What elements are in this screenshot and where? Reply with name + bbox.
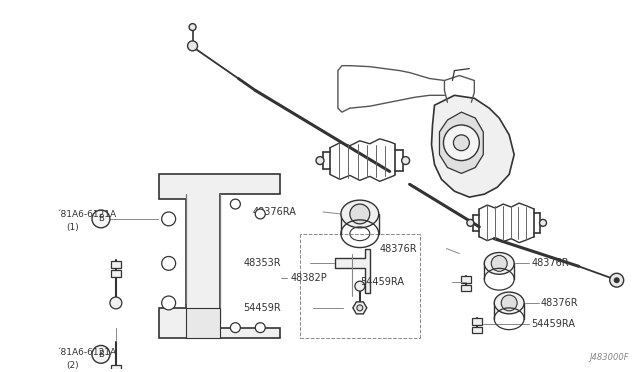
- Circle shape: [501, 295, 517, 311]
- Ellipse shape: [494, 292, 524, 314]
- Text: (1): (1): [66, 223, 79, 232]
- Circle shape: [162, 296, 175, 310]
- Circle shape: [355, 281, 365, 291]
- Circle shape: [189, 24, 196, 31]
- Text: 48376R: 48376R: [380, 244, 417, 254]
- Polygon shape: [186, 308, 220, 337]
- Circle shape: [92, 210, 110, 228]
- Polygon shape: [461, 276, 471, 283]
- Text: 54459RA: 54459RA: [531, 319, 575, 329]
- Circle shape: [614, 277, 620, 283]
- Polygon shape: [440, 112, 483, 173]
- Circle shape: [350, 204, 370, 224]
- Polygon shape: [159, 174, 280, 337]
- Circle shape: [357, 305, 363, 311]
- Polygon shape: [472, 318, 483, 325]
- Text: 54459RA: 54459RA: [360, 277, 404, 287]
- Polygon shape: [111, 365, 121, 372]
- Circle shape: [540, 219, 547, 226]
- Text: ´81A6-6121A: ´81A6-6121A: [56, 348, 116, 357]
- Circle shape: [255, 209, 265, 219]
- Circle shape: [316, 157, 324, 164]
- Circle shape: [492, 256, 507, 271]
- Circle shape: [444, 125, 479, 161]
- Circle shape: [255, 323, 265, 333]
- Text: J483000F: J483000F: [589, 353, 628, 362]
- Polygon shape: [335, 248, 370, 293]
- Ellipse shape: [484, 253, 514, 274]
- Text: ´81A6-6121A: ´81A6-6121A: [56, 211, 116, 219]
- Text: 48376R: 48376R: [531, 259, 569, 269]
- Text: 48382P: 48382P: [290, 273, 327, 283]
- Circle shape: [610, 273, 623, 287]
- Circle shape: [467, 219, 474, 226]
- Circle shape: [112, 371, 120, 372]
- Circle shape: [92, 346, 110, 363]
- Circle shape: [162, 256, 175, 270]
- Text: 48376RA: 48376RA: [252, 207, 296, 217]
- Text: B: B: [98, 350, 104, 359]
- Text: 54459R: 54459R: [243, 303, 281, 313]
- Polygon shape: [472, 327, 483, 333]
- Text: 48376R: 48376R: [541, 298, 579, 308]
- Polygon shape: [111, 270, 121, 277]
- Polygon shape: [111, 262, 121, 268]
- Polygon shape: [431, 95, 514, 197]
- Circle shape: [230, 323, 241, 333]
- Polygon shape: [461, 285, 471, 291]
- Circle shape: [230, 199, 241, 209]
- Circle shape: [162, 212, 175, 226]
- Ellipse shape: [341, 200, 379, 228]
- Text: B: B: [98, 214, 104, 224]
- Circle shape: [188, 41, 198, 51]
- Circle shape: [110, 297, 122, 309]
- Circle shape: [453, 135, 469, 151]
- Text: 48353R: 48353R: [243, 259, 281, 269]
- Polygon shape: [353, 302, 367, 314]
- Text: (2): (2): [66, 361, 79, 370]
- Circle shape: [402, 157, 410, 164]
